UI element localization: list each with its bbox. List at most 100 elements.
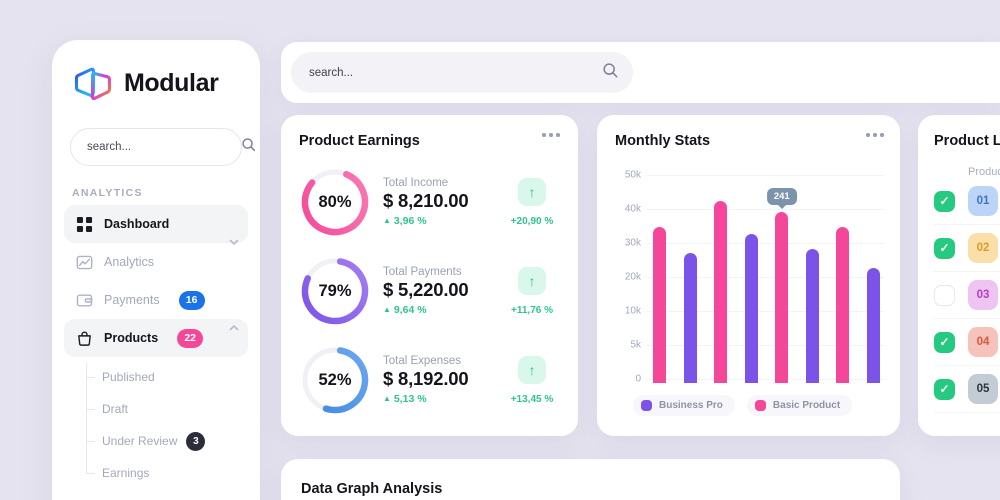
earnings-label: Total Expenses <box>383 355 461 367</box>
product-thumbnail: 01 <box>968 186 998 216</box>
chart-y-axis: 50k 40k 30k 20k 10k 5k 0 <box>615 165 645 385</box>
sidebar-subitem-label: Published <box>102 370 155 384</box>
product-list-card: Product List Product ✓ 01 ✓ 02 03 ✓ 04 ✓ 05 <box>918 115 1000 436</box>
earnings-amount: $ 5,220.00 <box>383 279 469 300</box>
chart-gridline <box>647 209 884 210</box>
chart-y-tick: 20k <box>624 271 641 283</box>
checkbox-checked-icon[interactable]: ✓ <box>934 378 955 400</box>
chart-gridline <box>647 277 884 278</box>
chart-bar[interactable]: 241 <box>766 188 797 383</box>
sidebar-subitem-earnings[interactable]: Earnings <box>86 457 260 489</box>
chevron-up-icon[interactable] <box>228 321 240 333</box>
more-options-icon[interactable] <box>542 133 560 137</box>
product-list-row[interactable]: ✓ 05 <box>934 366 1000 413</box>
sidebar: Modular ANALYTICS Dashboard <box>52 40 260 500</box>
donut-percent: 52% <box>318 370 352 389</box>
product-list-row[interactable]: ✓ 04 <box>934 319 1000 366</box>
sidebar-subitem-published[interactable]: Published <box>86 361 260 393</box>
arrow-up-icon: ↑ <box>518 266 546 295</box>
sidebar-subitem-label: Under Review <box>102 434 178 448</box>
checkbox-unchecked-icon[interactable] <box>934 284 955 306</box>
chevron-down-icon[interactable] <box>228 235 240 247</box>
bag-icon <box>76 330 93 347</box>
chart-gridline <box>647 345 884 346</box>
search-icon[interactable] <box>602 62 619 84</box>
sidebar-badge-under-review: 3 <box>186 431 206 451</box>
data-graph-analysis-card: Data Graph Analysis <box>281 459 900 500</box>
product-thumbnail: 02 <box>968 233 998 263</box>
earnings-change: +20,90 % <box>510 215 554 227</box>
chart-bar[interactable] <box>744 234 758 383</box>
chart-y-tick: 5k <box>630 339 641 351</box>
chart-icon <box>76 254 93 271</box>
chart-bar[interactable] <box>805 249 819 383</box>
product-list-column-header: Product <box>968 166 1000 178</box>
chart-gridline <box>647 175 884 176</box>
sidebar-item-products[interactable]: Products 22 <box>64 319 248 357</box>
checkbox-checked-icon[interactable]: ✓ <box>934 190 955 212</box>
chart-bar[interactable] <box>836 227 850 383</box>
checkbox-checked-icon[interactable]: ✓ <box>934 237 955 259</box>
modular-logo-icon <box>72 63 114 103</box>
global-search[interactable] <box>291 52 633 93</box>
sidebar-item-payments[interactable]: Payments 16 <box>64 281 248 319</box>
search-icon <box>241 137 256 157</box>
earnings-row: 80% Total Income $ 8,210.00 ▲ 3,96 % ↑ +… <box>299 166 560 238</box>
grid-icon <box>76 216 93 233</box>
earnings-delta: ▲ 9,64 % <box>383 304 427 316</box>
chart-bar[interactable] <box>714 201 728 383</box>
monthly-stats-card: Monthly Stats 50k 40k 30k 20k 10k 5k 0 241 Bus… <box>597 115 900 436</box>
earnings-amount: $ 8,192.00 <box>383 368 469 389</box>
product-list-row[interactable]: ✓ 02 <box>934 225 1000 272</box>
sidebar-subnav-products: Published Draft Under Review 3 Earnings <box>86 361 260 489</box>
card-title: Monthly Stats <box>615 133 711 149</box>
earnings-label: Total Payments <box>383 266 462 278</box>
sidebar-item-label: Payments <box>104 293 160 307</box>
product-thumbnail: 04 <box>968 327 998 357</box>
sidebar-subitem-under-review[interactable]: Under Review 3 <box>86 425 260 457</box>
product-list-row[interactable]: 03 <box>934 272 1000 319</box>
chart-gridlines <box>647 165 884 383</box>
earnings-delta: ▲ 5,13 % <box>383 393 427 405</box>
sidebar-item-label: Products <box>104 331 159 345</box>
chart-bar[interactable] <box>683 253 697 383</box>
sidebar-badge-products: 22 <box>177 328 204 348</box>
chart-y-tick: 40k <box>624 203 641 215</box>
chart-gridline <box>647 311 884 312</box>
checkbox-checked-icon[interactable]: ✓ <box>934 331 955 353</box>
sidebar-search-input[interactable] <box>87 141 241 153</box>
sidebar-search[interactable] <box>70 128 256 166</box>
earnings-label: Total Income <box>383 177 449 189</box>
chart-bar[interactable] <box>866 268 880 383</box>
chart-tooltip: 241 <box>766 188 797 209</box>
sidebar-subitem-draft[interactable]: Draft <box>86 393 260 425</box>
global-search-input[interactable] <box>309 66 602 79</box>
sidebar-item-dashboard[interactable]: Dashboard <box>64 205 248 243</box>
chart-bars: 241 <box>653 165 880 383</box>
sidebar-item-analytics[interactable]: Analytics <box>64 239 248 281</box>
brand-name: Modular <box>124 68 219 97</box>
card-title: Product Earnings <box>299 133 420 149</box>
chart-gridline <box>647 379 884 380</box>
product-earnings-card: Product Earnings 80% Total Income $ 8,21… <box>281 115 578 436</box>
earnings-row: 79% Total Payments $ 5,220.00 ▲ 9,64 % ↑… <box>299 255 560 327</box>
legend-label: Business Pro <box>659 400 723 411</box>
legend-swatch <box>754 400 766 411</box>
sidebar-subitem-label: Draft <box>102 402 129 416</box>
chart-gridline <box>647 243 884 244</box>
brand: Modular <box>52 40 260 103</box>
donut-chart-income: 80% <box>299 166 371 238</box>
card-title: Data Graph Analysis <box>301 481 443 497</box>
chart-bar[interactable] <box>653 227 666 383</box>
earnings-delta: ▲ 3,96 % <box>383 215 427 227</box>
more-options-icon[interactable] <box>866 133 884 137</box>
sidebar-item-label: Analytics <box>104 255 155 269</box>
sidebar-item-label: Dashboard <box>104 217 170 231</box>
sidebar-badge-payments: 16 <box>178 290 205 310</box>
card-title: Product List <box>934 133 1000 149</box>
chart-legend-item[interactable]: Basic Product <box>746 395 853 416</box>
chart-y-tick: 30k <box>624 237 641 249</box>
product-list-row[interactable]: ✓ 01 <box>934 178 1000 225</box>
sidebar-section-label: ANALYTICS <box>72 187 143 199</box>
chart-legend-item[interactable]: Business Pro <box>633 395 735 416</box>
